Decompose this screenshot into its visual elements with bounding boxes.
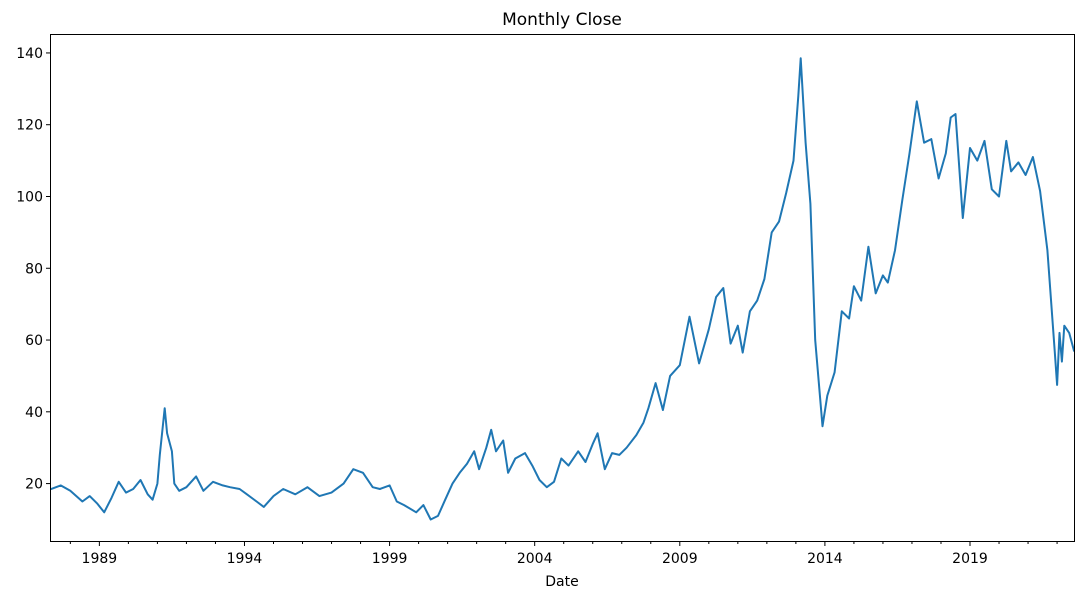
y-tick-label: 80 — [25, 261, 43, 277]
x-axis-label: Date — [545, 574, 578, 590]
y-axis: 20 40 60 80 100 120 140 — [16, 46, 51, 493]
x-tick-label: 2019 — [952, 551, 988, 567]
x-tick-label: 1989 — [82, 551, 118, 567]
axes-frame — [50, 34, 1075, 542]
y-tick-label: 60 — [25, 333, 43, 349]
y-tick-label: 120 — [16, 118, 43, 134]
y-tick-label: 140 — [16, 46, 43, 62]
x-tick-label: 1999 — [372, 551, 408, 567]
y-tick-label: 100 — [16, 189, 43, 205]
x-tick-label: 2009 — [662, 551, 698, 567]
chart-title: Monthly Close — [502, 10, 622, 30]
x-tick-label: 1994 — [227, 551, 263, 567]
monthly-close-line — [50, 57, 1075, 521]
x-axis: 1989 1994 1999 2004 2009 2014 2019 — [69, 541, 1058, 567]
x-tick-label: 2014 — [807, 551, 843, 567]
plot-area — [50, 57, 1075, 521]
y-tick-label: 20 — [25, 477, 43, 493]
y-tick-label: 40 — [25, 405, 43, 421]
x-tick-label: 2004 — [517, 551, 553, 567]
